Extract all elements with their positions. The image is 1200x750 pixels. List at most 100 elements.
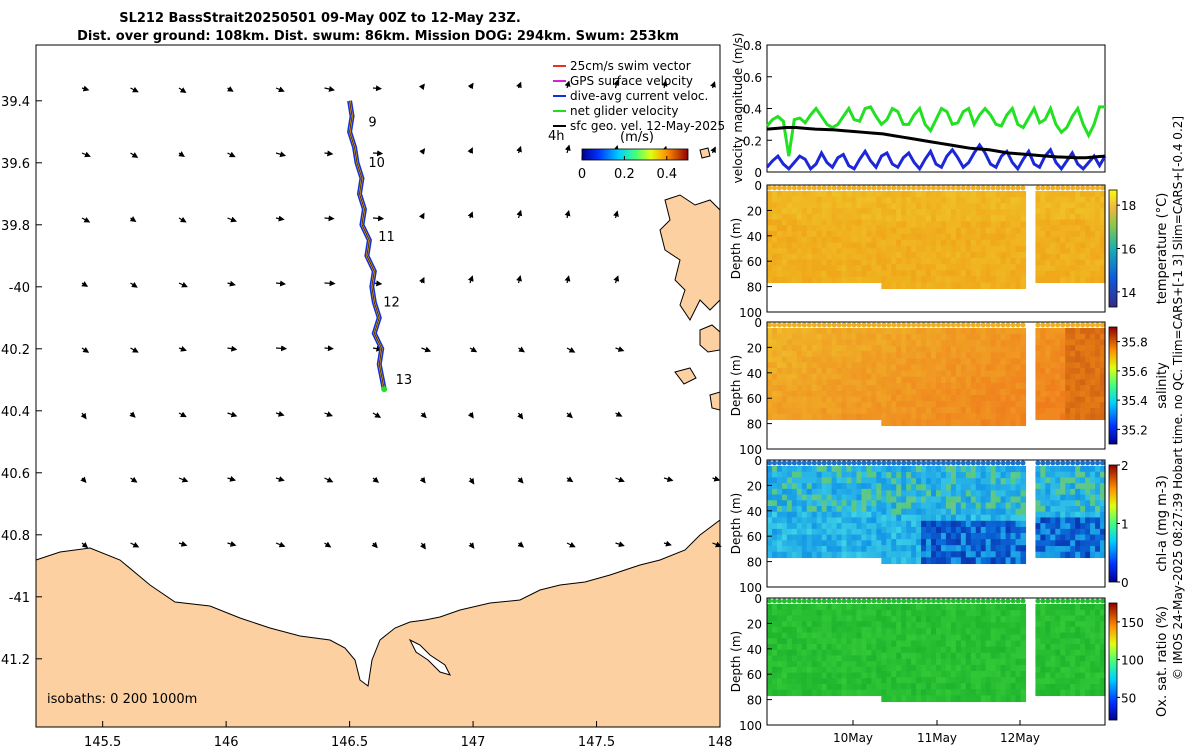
surface-dot bbox=[846, 185, 852, 191]
section-cell bbox=[1035, 609, 1041, 617]
surface-dot bbox=[811, 598, 817, 604]
section-cell bbox=[856, 362, 863, 369]
section-cell bbox=[1065, 644, 1071, 651]
section-cell bbox=[1000, 622, 1007, 629]
section-cell bbox=[1010, 413, 1017, 420]
section-cell bbox=[965, 197, 972, 204]
section-cell bbox=[1095, 350, 1101, 358]
section-cell bbox=[1100, 655, 1106, 662]
surface-dot bbox=[781, 598, 787, 604]
section-cell bbox=[926, 401, 932, 408]
section-cell bbox=[891, 640, 897, 648]
section-cell bbox=[1095, 373, 1101, 381]
section-cell bbox=[921, 209, 927, 216]
section-cell bbox=[1060, 678, 1066, 685]
section-cell bbox=[995, 551, 1002, 558]
section-cell bbox=[990, 358, 997, 366]
section-cell bbox=[831, 248, 838, 255]
section-cell bbox=[955, 646, 962, 654]
section-cell bbox=[767, 678, 773, 685]
section-cell bbox=[1080, 471, 1086, 479]
section-cell bbox=[995, 227, 1002, 235]
section-cell bbox=[791, 408, 798, 415]
section-cell bbox=[886, 502, 892, 510]
legend-4h: 4h bbox=[548, 129, 565, 144]
section-cell bbox=[881, 276, 887, 283]
section-cell bbox=[940, 532, 947, 540]
section-cell bbox=[767, 225, 773, 232]
surface-dot bbox=[901, 598, 907, 604]
section-cell bbox=[931, 545, 937, 552]
section-cell bbox=[876, 632, 882, 639]
section-cell bbox=[960, 346, 967, 353]
section-cell bbox=[796, 626, 803, 634]
section-cell bbox=[1005, 358, 1012, 366]
surface-dot bbox=[1010, 322, 1016, 328]
section-cell bbox=[826, 523, 833, 530]
section-cell bbox=[1100, 385, 1106, 392]
section-cell bbox=[861, 644, 868, 651]
section-cell bbox=[851, 231, 858, 238]
section-cell bbox=[1080, 271, 1086, 278]
section-cell bbox=[1100, 517, 1106, 524]
section-cell bbox=[861, 477, 868, 484]
section-cell bbox=[1020, 215, 1027, 223]
section-cell bbox=[1075, 202, 1081, 209]
section-cell bbox=[1070, 402, 1076, 409]
section-cell bbox=[886, 616, 892, 623]
current-arrow bbox=[81, 541, 89, 549]
section-cell bbox=[861, 213, 868, 221]
section-cell bbox=[1080, 644, 1086, 651]
section-cell bbox=[980, 203, 987, 210]
section-cell bbox=[1075, 328, 1081, 335]
current-arrow bbox=[516, 275, 522, 284]
section-cell bbox=[806, 494, 813, 501]
section-cell bbox=[851, 626, 858, 634]
section-cell bbox=[811, 259, 818, 266]
section-cell bbox=[965, 221, 972, 229]
section-cell bbox=[866, 644, 872, 651]
section-cell bbox=[916, 520, 922, 528]
section-cell bbox=[796, 500, 803, 507]
section-cell bbox=[1000, 340, 1007, 347]
section-cell bbox=[831, 506, 838, 513]
surface-dot bbox=[1070, 322, 1076, 328]
section-cell bbox=[781, 655, 788, 662]
section-cell bbox=[975, 227, 982, 235]
section-cell bbox=[796, 689, 803, 697]
section-cell bbox=[1035, 477, 1041, 484]
section-cell bbox=[940, 239, 947, 247]
section-cell bbox=[826, 604, 833, 611]
section-cell bbox=[1065, 494, 1071, 501]
section-cell bbox=[816, 368, 823, 375]
section-cell bbox=[975, 407, 982, 414]
section-cell bbox=[965, 358, 972, 366]
section-cell bbox=[945, 466, 952, 473]
section-cell bbox=[1015, 484, 1022, 491]
section-cell bbox=[841, 236, 848, 244]
section-cell bbox=[1080, 500, 1086, 507]
section-cell bbox=[796, 506, 803, 513]
section-cell bbox=[955, 472, 962, 479]
section-cell bbox=[836, 248, 843, 255]
section-cell bbox=[995, 646, 1002, 654]
section-cell bbox=[1080, 339, 1086, 346]
section-cell bbox=[1035, 379, 1041, 386]
section-cell bbox=[801, 604, 808, 611]
section-cell bbox=[1065, 333, 1071, 341]
section-cell bbox=[876, 219, 882, 226]
section-cell bbox=[1060, 528, 1066, 536]
section-cell bbox=[866, 488, 872, 496]
section-cell bbox=[936, 215, 942, 223]
section-cell bbox=[776, 408, 783, 415]
section-cell bbox=[1070, 604, 1076, 611]
section-cell bbox=[786, 328, 793, 335]
section-cell bbox=[851, 661, 858, 668]
section-cell bbox=[960, 401, 967, 408]
section-cell bbox=[1090, 213, 1096, 221]
section-cell bbox=[1020, 401, 1027, 408]
section-cell bbox=[881, 514, 887, 522]
section-cell bbox=[1060, 396, 1066, 403]
section-cell bbox=[906, 658, 912, 666]
surface-dot bbox=[796, 598, 802, 604]
